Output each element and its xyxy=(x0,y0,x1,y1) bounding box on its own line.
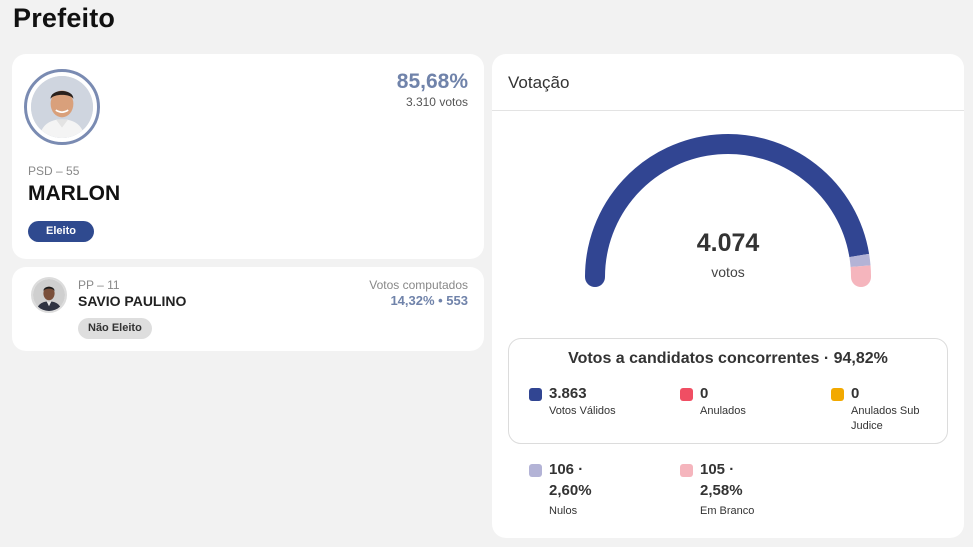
second-name: SAVIO PAULINO xyxy=(78,293,187,309)
legend-swatch xyxy=(680,388,693,401)
legend-swatch xyxy=(529,464,542,477)
candidate-photo xyxy=(31,76,93,138)
legend-item-em-branco: 105 · 2,58% Em Branco xyxy=(680,461,810,521)
gauge-total-label: votos xyxy=(711,264,745,280)
candidate-avatar-ring xyxy=(24,69,100,145)
avatar xyxy=(31,76,93,138)
status-badge-elected: Eleito xyxy=(28,221,94,242)
page-title: Prefeito xyxy=(13,3,116,33)
status-badge-not-elected: Não Eleito xyxy=(78,318,152,339)
second-candidate-card[interactable]: PP – 11 SAVIO PAULINO Votos computados 1… xyxy=(12,267,484,351)
candidate-photo xyxy=(33,279,65,311)
votacao-card: Votação 4.074 votos Votos a candidatos c… xyxy=(492,54,964,538)
elected-candidate-card[interactable]: 85,68% 3.310 votos PSD – 55 MARLON Eleit… xyxy=(12,54,484,259)
legend-value: 105 · 2,58% xyxy=(700,461,743,499)
elected-vote-count: 3.310 votos xyxy=(405,95,468,109)
gauge-segment-validos xyxy=(585,134,870,278)
legend-item-anulados-sub-judice: 0 Anulados Sub Judice xyxy=(831,385,943,435)
elected-party: PSD – 55 xyxy=(28,164,80,178)
elected-name: MARLON xyxy=(28,182,121,205)
votacao-title: Votação xyxy=(492,54,964,111)
legend-value: 106 · 2,60% xyxy=(549,461,592,499)
legend-label: Em Branco xyxy=(700,505,755,517)
votes-gauge-chart xyxy=(585,134,871,287)
avatar xyxy=(31,277,67,313)
legend-value: 0 xyxy=(700,385,709,402)
second-vote-stats: 14,32% • 553 xyxy=(390,293,468,308)
elected-vote-percent: 85,68% xyxy=(396,70,468,93)
competing-votes-box: Votos a candidatos concorrentes · 94,82%… xyxy=(508,338,948,444)
legend-item-validos: 3.863 Votos Válidos xyxy=(529,385,669,435)
gauge-segment-nulos xyxy=(849,253,871,268)
legend-swatch xyxy=(831,388,844,401)
legend-label: Anulados Sub Judice xyxy=(851,405,920,432)
legend-label: Nulos xyxy=(549,505,578,517)
legend-item-nulos: 106 · 2,60% Nulos xyxy=(529,461,659,521)
legend-item-anulados: 0 Anulados xyxy=(680,385,820,435)
legend-swatch xyxy=(529,388,542,401)
legend-label: Votos Válidos xyxy=(549,405,616,417)
gauge-total: 4.074 xyxy=(696,229,760,257)
competing-votes-title: Votos a candidatos concorrentes · 94,82% xyxy=(568,350,888,367)
legend-value: 3.863 xyxy=(549,385,587,402)
legend-value: 0 xyxy=(851,385,860,402)
legend-label: Anulados xyxy=(700,405,746,417)
legend-swatch xyxy=(680,464,693,477)
second-party: PP – 11 xyxy=(78,278,120,292)
computed-votes-label: Votos computados xyxy=(369,278,468,292)
